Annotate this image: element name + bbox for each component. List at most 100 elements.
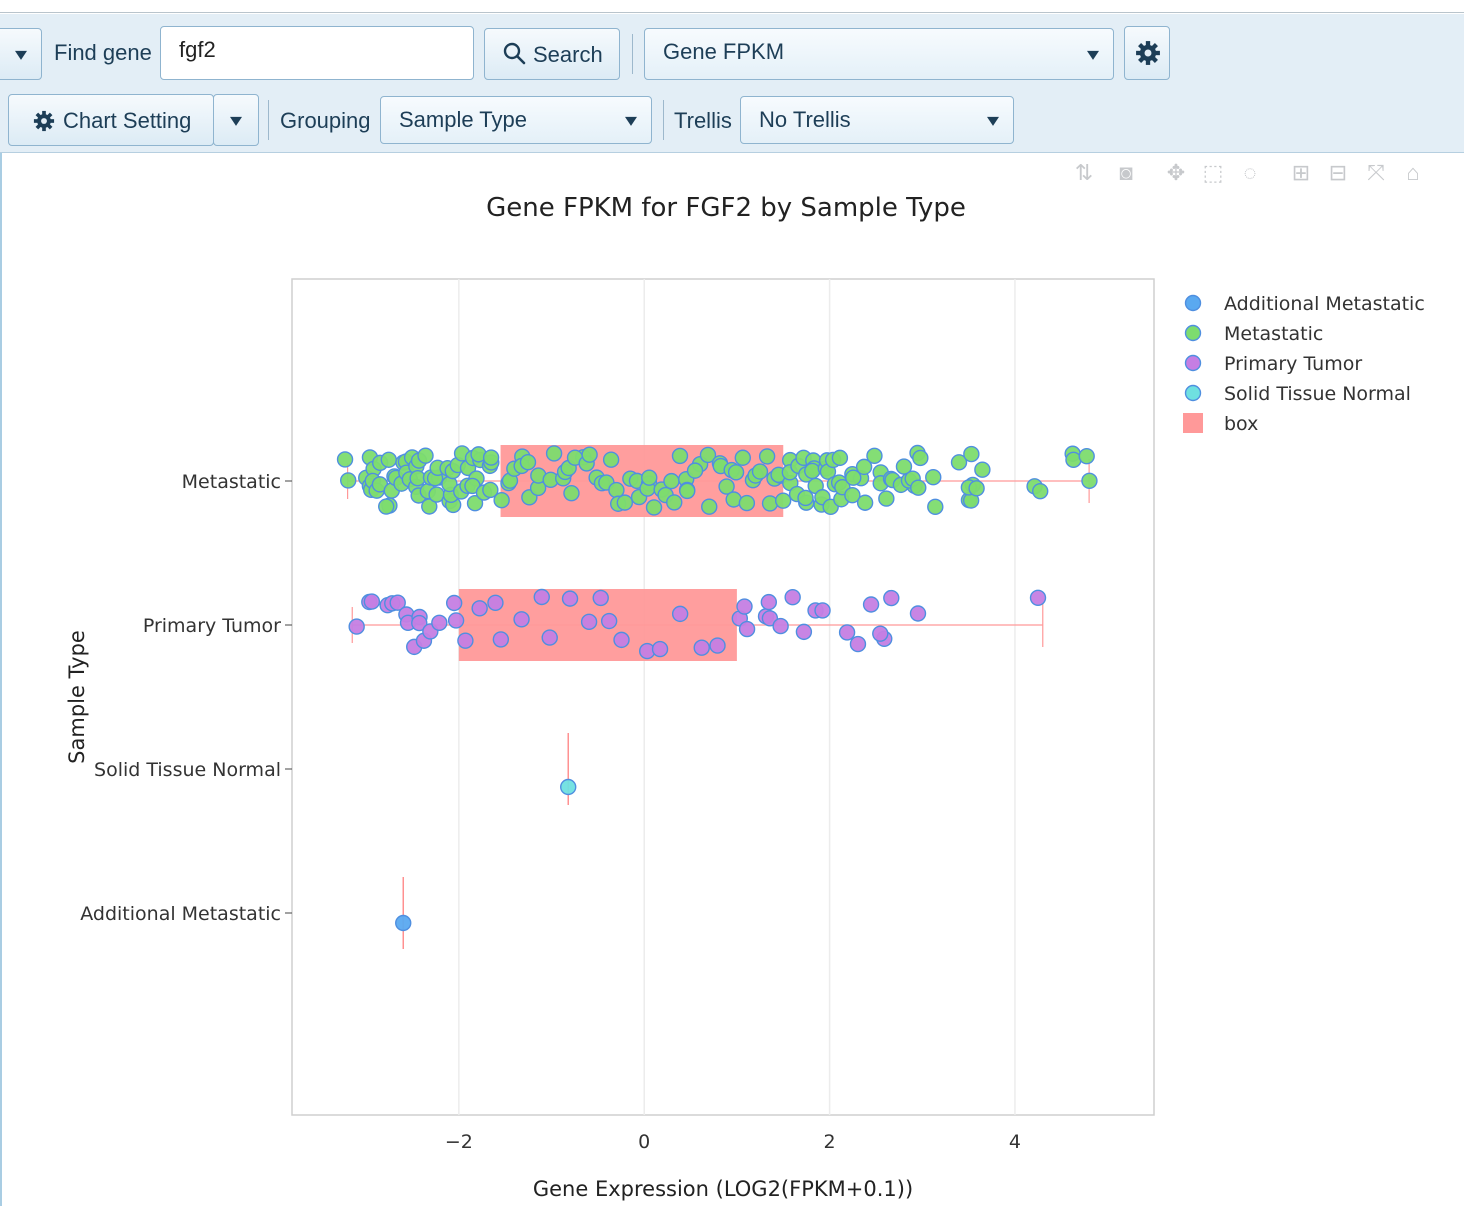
- settings-button[interactable]: [1124, 26, 1170, 80]
- data-point: [772, 617, 789, 635]
- data-point: [602, 451, 620, 468]
- data-point: [616, 494, 634, 511]
- data-point: [878, 490, 895, 507]
- x-tick-label: −2: [445, 1131, 473, 1153]
- data-point: [814, 602, 831, 619]
- sort-icon[interactable]: ⇅: [1074, 160, 1094, 185]
- data-point: [487, 594, 504, 611]
- zoom-in-icon[interactable]: ⊞: [1291, 160, 1311, 185]
- legend-label: Additional Metastatic: [1224, 293, 1425, 315]
- data-point: [545, 445, 563, 462]
- data-point: [1081, 472, 1098, 490]
- data-point: [613, 631, 630, 649]
- data-point: [389, 594, 406, 611]
- data-point: [563, 484, 580, 502]
- plot-area: [0, 153, 1464, 1206]
- data-point: [862, 596, 880, 613]
- data-point: [968, 480, 985, 497]
- data-point: [699, 446, 717, 464]
- chart-setting-dropdown-button[interactable]: [213, 94, 259, 146]
- y-tick-label: Additional Metastatic: [80, 903, 281, 925]
- data-point: [671, 447, 689, 465]
- toolbar-separator: [632, 34, 633, 74]
- trellis-label: Trellis: [674, 108, 732, 133]
- data-point: [831, 449, 849, 467]
- data-point: [466, 494, 484, 512]
- data-point: [471, 600, 488, 617]
- pan-icon[interactable]: ✥: [1166, 160, 1186, 185]
- data-point: [866, 447, 883, 465]
- data-point: [641, 469, 658, 486]
- legend-marker: [1184, 354, 1202, 372]
- trellis-select[interactable]: No Trellis: [740, 96, 1014, 144]
- legend-label: Primary Tumor: [1224, 353, 1362, 375]
- data-point: [849, 635, 867, 653]
- toolbar-separator: [663, 100, 664, 140]
- gear-icon: [33, 110, 55, 132]
- data-point: [797, 489, 814, 507]
- data-point: [795, 623, 813, 641]
- box-select-icon[interactable]: ⬚: [1202, 160, 1224, 185]
- search-button-label: Search: [533, 42, 603, 67]
- legend-label: box: [1224, 413, 1258, 435]
- chevron-down-icon: [987, 116, 999, 126]
- chart-toolbar: Chart Setting Grouping Sample Type Trell…: [0, 86, 1464, 153]
- measure-select[interactable]: Gene FPKM: [644, 28, 1114, 80]
- grouping-select-value: Sample Type: [399, 107, 528, 132]
- data-point: [963, 445, 980, 463]
- data-point: [581, 446, 598, 463]
- data-point: [693, 639, 710, 656]
- data-point: [421, 498, 438, 515]
- data-point: [445, 594, 463, 612]
- legend-marker: [1184, 324, 1202, 342]
- data-point: [974, 461, 991, 478]
- data-point: [482, 449, 500, 466]
- data-point: [784, 589, 801, 606]
- data-point: [872, 625, 889, 642]
- menu-dropdown-button[interactable]: [0, 28, 42, 80]
- y-tick-label: Solid Tissue Normal: [94, 759, 281, 781]
- data-point: [950, 454, 968, 471]
- lasso-icon[interactable]: ◌: [1243, 160, 1257, 185]
- data-point: [761, 495, 779, 512]
- data-point: [804, 462, 821, 480]
- chart-setting-button[interactable]: Chart Setting: [8, 94, 214, 146]
- legend-marker: [1184, 294, 1202, 312]
- data-point: [883, 589, 900, 607]
- data-point: [336, 451, 354, 468]
- x-tick-label: 4: [1009, 1131, 1021, 1153]
- home-icon[interactable]: ⌂: [1406, 160, 1420, 185]
- data-point: [758, 448, 776, 465]
- camera-icon[interactable]: ◙: [1119, 160, 1133, 185]
- grouping-select[interactable]: Sample Type: [380, 96, 652, 144]
- data-point: [855, 458, 873, 476]
- search-button[interactable]: Search: [484, 28, 620, 80]
- data-point: [738, 620, 756, 638]
- data-point: [718, 478, 735, 495]
- data-point: [760, 593, 778, 611]
- data-point: [580, 613, 598, 631]
- data-point: [838, 624, 856, 641]
- data-point: [482, 481, 499, 499]
- data-point: [348, 618, 365, 635]
- data-point: [709, 637, 726, 654]
- legend-marker: [1184, 384, 1202, 402]
- data-point: [774, 492, 792, 509]
- data-point: [457, 632, 474, 649]
- zoom-out-icon[interactable]: ⊟: [1328, 160, 1348, 185]
- data-point: [1032, 482, 1049, 500]
- data-point: [395, 914, 412, 932]
- autoscale-icon[interactable]: ⤧: [1367, 160, 1385, 185]
- chevron-down-icon: [1087, 50, 1099, 60]
- gene-search-input[interactable]: fgf2: [160, 26, 474, 80]
- data-point: [912, 449, 929, 467]
- data-point: [736, 598, 753, 615]
- data-point: [651, 640, 669, 658]
- data-point: [519, 454, 537, 471]
- y-axis-label: Sample Type: [65, 630, 89, 764]
- data-point: [666, 494, 683, 511]
- find-gene-label: Find gene: [54, 40, 152, 65]
- chart-setting-label: Chart Setting: [63, 108, 192, 133]
- data-point: [592, 589, 609, 607]
